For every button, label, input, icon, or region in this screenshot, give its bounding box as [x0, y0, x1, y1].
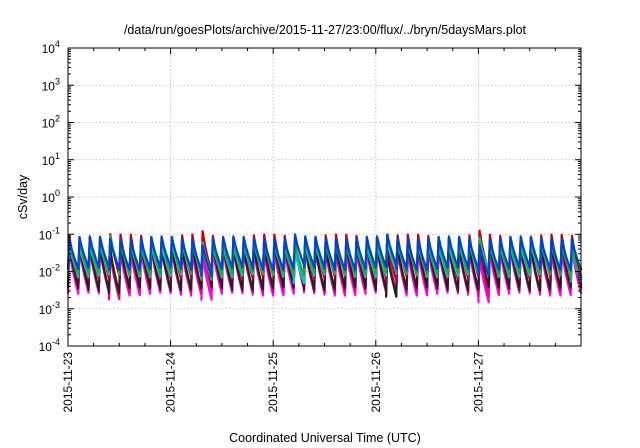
x-tick-label: 2015-11-25 — [266, 352, 280, 413]
y-tick-label: 10-3 — [39, 300, 60, 317]
y-axis: 104 103 102 101 100 10-1 10-2 10-3 10-4 — [39, 39, 581, 354]
chart-title: /data/run/goesPlots/archive/2015-11-27/2… — [124, 23, 527, 37]
y-tick-label: 104 — [42, 39, 60, 56]
x-tick-label: 2015-11-27 — [471, 352, 485, 413]
y-tick-label: 10-1 — [39, 225, 60, 242]
y-tick-label: 100 — [42, 188, 60, 205]
series-line — [66, 237, 583, 298]
series-layer — [66, 229, 583, 304]
y-tick-label: 10-4 — [39, 337, 60, 354]
series-line — [66, 233, 583, 282]
grid — [68, 48, 581, 346]
x-tick-label: 2015-11-26 — [369, 352, 383, 413]
x-axis-label: Coordinated Universal Time (UTC) — [229, 431, 421, 445]
x-axis: 2015-11-23 2015-11-24 2015-11-25 2015-11-26… — [61, 48, 556, 413]
y-tick-label: 101 — [42, 151, 60, 168]
x-tick-label: 2015-11-24 — [164, 352, 178, 413]
y-tick-label: 103 — [42, 76, 60, 93]
x-tick-label: 2015-11-23 — [61, 352, 75, 413]
series-line — [66, 233, 583, 277]
y-tick-label: 10-2 — [39, 263, 60, 280]
y-tick-label: 102 — [42, 114, 60, 131]
y-axis-label: cSv/day — [16, 174, 30, 219]
